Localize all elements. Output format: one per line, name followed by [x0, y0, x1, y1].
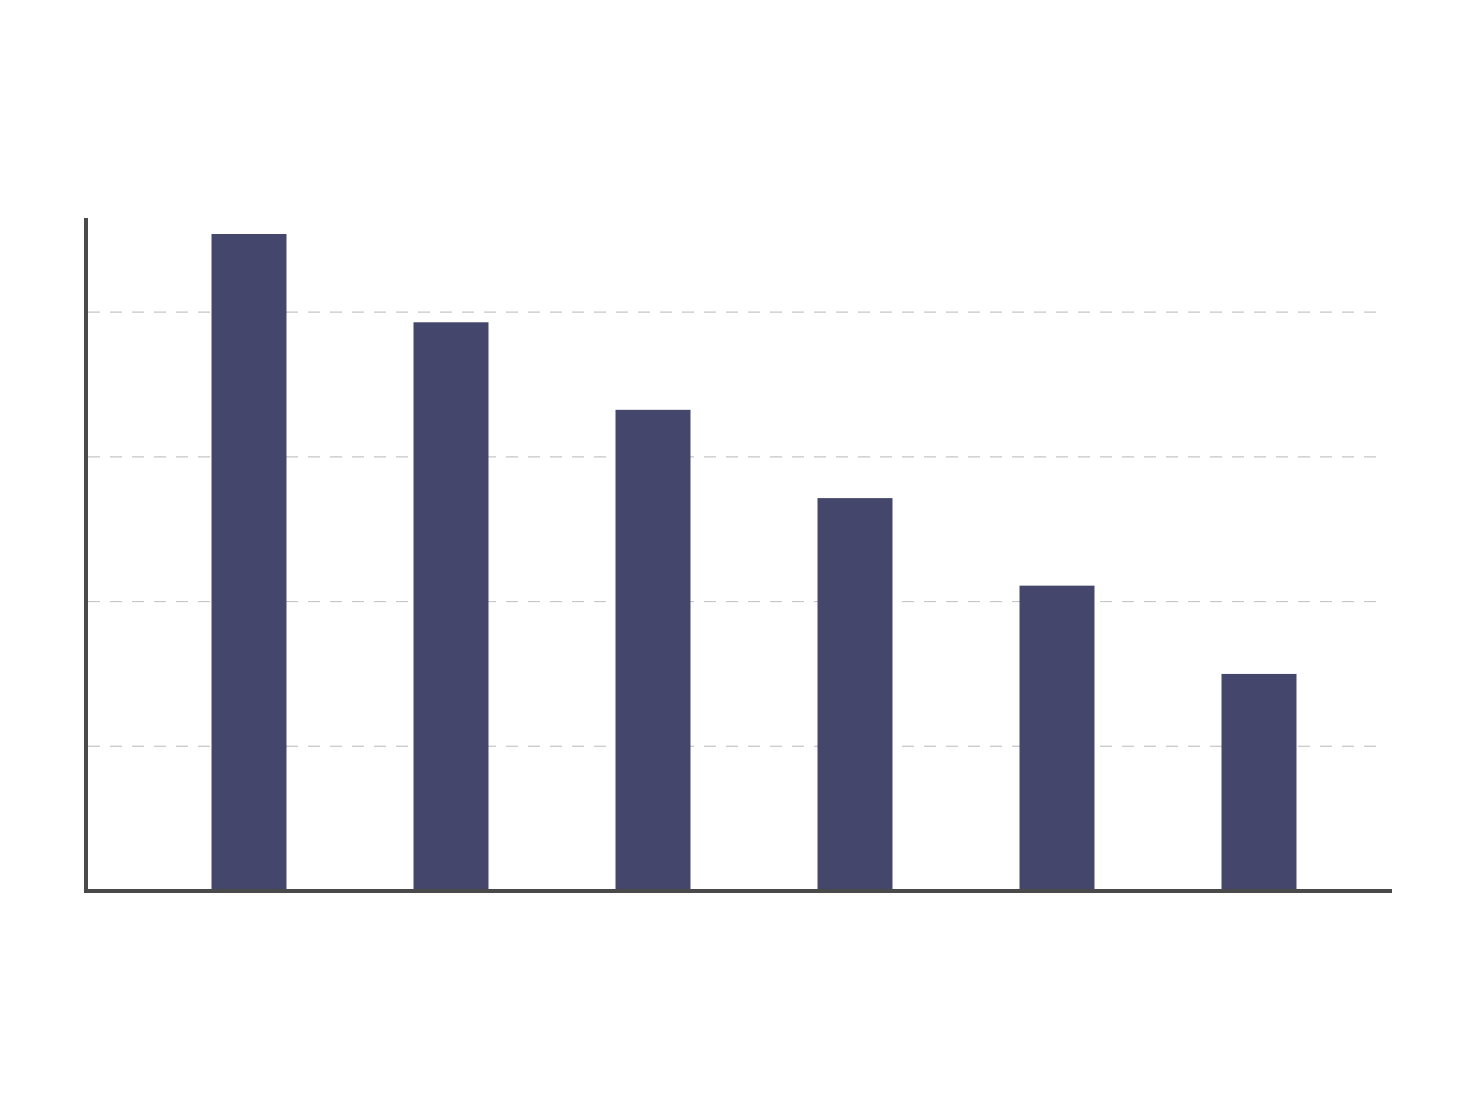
gridlines: [88, 311, 1386, 747]
bar: [413, 322, 489, 891]
bar: [211, 234, 287, 891]
bars: [211, 234, 1297, 891]
bar: [817, 498, 893, 891]
bar: [1019, 585, 1095, 891]
bar: [1221, 673, 1297, 891]
axes: [84, 218, 1392, 893]
bar: [615, 409, 691, 891]
